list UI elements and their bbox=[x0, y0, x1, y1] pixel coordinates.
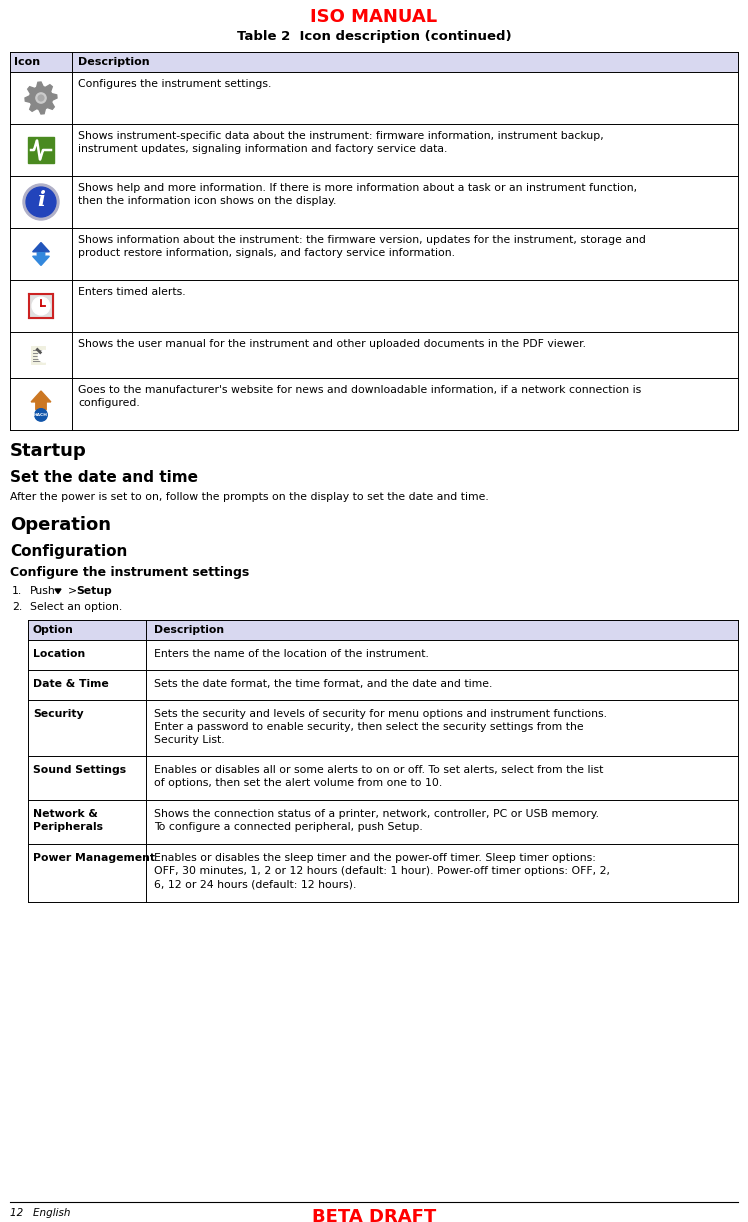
Text: Startup: Startup bbox=[10, 442, 87, 459]
Text: Configure the instrument settings: Configure the instrument settings bbox=[10, 566, 249, 579]
Text: Sound Settings: Sound Settings bbox=[33, 765, 126, 775]
Bar bbox=[28, 137, 54, 163]
Text: After the power is set to on, follow the prompts on the display to set the date : After the power is set to on, follow the… bbox=[10, 492, 488, 502]
Text: .: . bbox=[107, 587, 111, 596]
Polygon shape bbox=[33, 253, 49, 265]
Polygon shape bbox=[33, 242, 49, 255]
Text: Shows help and more information. If there is more information about a task or an: Shows help and more information. If ther… bbox=[78, 183, 637, 207]
Text: Enters timed alerts.: Enters timed alerts. bbox=[78, 287, 186, 297]
Circle shape bbox=[36, 93, 46, 103]
Text: Sets the date format, the time format, and the date and time.: Sets the date format, the time format, a… bbox=[154, 679, 492, 689]
Text: Enables or disables all or some alerts to on or off. To set alerts, select from : Enables or disables all or some alerts t… bbox=[154, 765, 604, 788]
Text: Enters the name of the location of the instrument.: Enters the name of the location of the i… bbox=[154, 649, 429, 659]
Bar bbox=[10, 53, 738, 72]
Text: Option: Option bbox=[33, 624, 74, 635]
Text: Shows the user manual for the instrument and other uploaded documents in the PDF: Shows the user manual for the instrument… bbox=[78, 338, 586, 349]
Text: Select an option.: Select an option. bbox=[30, 602, 122, 612]
Text: Setup: Setup bbox=[76, 587, 111, 596]
Text: Power Management: Power Management bbox=[33, 853, 155, 863]
Text: >: > bbox=[68, 587, 81, 596]
Polygon shape bbox=[55, 589, 61, 594]
Text: Sets the security and levels of security for menu options and instrument functio: Sets the security and levels of security… bbox=[154, 709, 607, 745]
Bar bbox=[28, 620, 738, 640]
Text: Configuration: Configuration bbox=[10, 544, 127, 558]
Text: 1.: 1. bbox=[12, 587, 22, 596]
Circle shape bbox=[38, 95, 44, 101]
Text: Table 2  Icon description (continued): Table 2 Icon description (continued) bbox=[236, 31, 512, 43]
Text: HACH: HACH bbox=[34, 413, 48, 417]
Circle shape bbox=[39, 351, 49, 362]
Text: Operation: Operation bbox=[10, 516, 111, 534]
Polygon shape bbox=[31, 391, 51, 409]
Text: Set the date and time: Set the date and time bbox=[10, 470, 198, 485]
Text: Push: Push bbox=[30, 587, 56, 596]
Text: i: i bbox=[37, 191, 45, 210]
Bar bbox=[31, 346, 46, 364]
Text: Configures the instrument settings.: Configures the instrument settings. bbox=[78, 79, 272, 89]
Circle shape bbox=[32, 297, 50, 315]
Text: 12   English: 12 English bbox=[10, 1209, 70, 1218]
Circle shape bbox=[34, 408, 47, 422]
Text: Enables or disables the sleep timer and the power-off timer. Sleep timer options: Enables or disables the sleep timer and … bbox=[154, 853, 610, 890]
Text: ISO MANUAL: ISO MANUAL bbox=[310, 9, 438, 26]
Circle shape bbox=[26, 187, 56, 218]
Bar bbox=[29, 295, 53, 318]
Text: Goes to the manufacturer's website for news and downloadable information, if a n: Goes to the manufacturer's website for n… bbox=[78, 385, 641, 408]
Text: Shows information about the instrument: the firmware version, updates for the in: Shows information about the instrument: … bbox=[78, 235, 646, 258]
Polygon shape bbox=[25, 82, 57, 114]
Text: Location: Location bbox=[33, 649, 85, 659]
Text: Security: Security bbox=[33, 709, 84, 719]
Text: Date & Time: Date & Time bbox=[33, 679, 108, 689]
Text: Description: Description bbox=[78, 57, 150, 67]
Text: BETA DRAFT: BETA DRAFT bbox=[312, 1209, 436, 1222]
Text: Shows the connection status of a printer, network, controller, PC or USB memory.: Shows the connection status of a printer… bbox=[154, 809, 599, 832]
Text: Description: Description bbox=[154, 624, 224, 635]
Text: 2.: 2. bbox=[12, 602, 22, 612]
Text: Shows instrument-specific data about the instrument: firmware information, instr: Shows instrument-specific data about the… bbox=[78, 131, 604, 154]
Text: Icon: Icon bbox=[14, 57, 40, 67]
Circle shape bbox=[23, 185, 59, 220]
Text: Network &
Peripherals: Network & Peripherals bbox=[33, 809, 103, 832]
